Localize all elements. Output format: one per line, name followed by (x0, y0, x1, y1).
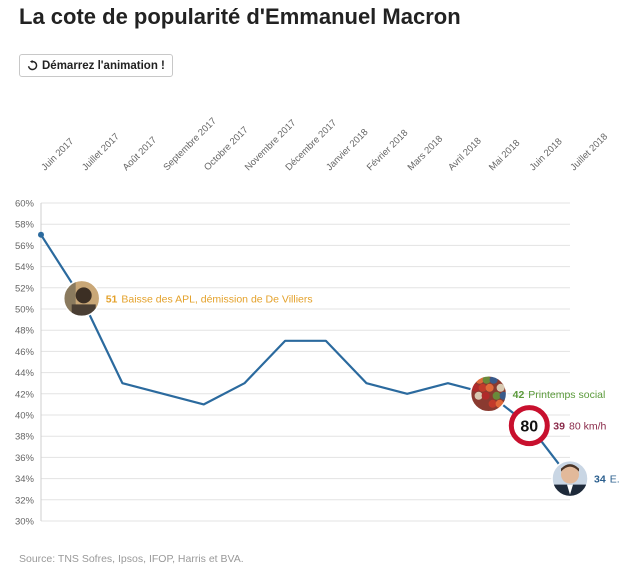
x-tick-label: Juillet 2017 (80, 131, 122, 173)
photo-shape (485, 383, 494, 392)
photo-shape (488, 399, 497, 408)
annotation-text: Baisse des APL, démission de De Villiers (121, 293, 312, 305)
annotation-marker: 51 Baisse des APL, démission de De Villie… (62, 279, 313, 318)
photo-shape (492, 391, 501, 400)
photo-shape (496, 383, 505, 392)
crowd-photo-icon (470, 375, 507, 412)
x-tick-label: Juillet 2018 (568, 131, 610, 173)
page-title: La cote de popularité d'Emmanuel Macron (19, 4, 461, 29)
annotation-text: Printemps social (528, 389, 605, 401)
x-tick-label: Mars 2018 (406, 134, 446, 174)
y-tick-label: 44% (15, 368, 35, 379)
photo-shape (481, 391, 490, 400)
start-animation-label: Démarrez l'animation ! (42, 59, 165, 72)
photo-shape (567, 484, 573, 495)
x-tick-label: Mai 2018 (487, 138, 522, 173)
photo-shape (495, 399, 504, 408)
annotation-value: 42 (513, 389, 525, 401)
photo-border (62, 279, 101, 318)
x-tick-label: Février 2018 (365, 128, 410, 173)
y-tick-label: 58% (15, 220, 35, 231)
y-tick-label: 32% (15, 495, 35, 506)
y-tick-label: 30% (15, 517, 35, 528)
photo-shape (474, 391, 483, 400)
annotation-label: 42 Printemps social (513, 389, 606, 401)
y-tick-label: 50% (15, 305, 35, 316)
y-tick-label: 48% (15, 326, 35, 337)
annotation-label: 39 80 km/h (553, 421, 606, 433)
photo-shape (482, 375, 491, 384)
y-tick-label: 56% (15, 241, 35, 252)
y-tick-label: 42% (15, 389, 35, 400)
annotation-label: 34 E. Macron (594, 474, 619, 486)
speed-limit-sign-icon (508, 405, 550, 447)
speed-limit-sign-text: 80 (520, 419, 538, 436)
y-tick-label: 40% (15, 411, 35, 422)
series-line (40, 234, 571, 480)
annotation-marker: 80 39 80 km/h (508, 405, 607, 447)
y-tick-label: 52% (15, 283, 35, 294)
x-tick-label: Juin 2017 (39, 136, 76, 173)
x-tick-label: Août 2017 (121, 135, 159, 173)
annotation-value: 39 (553, 421, 565, 433)
photo-shape (561, 465, 579, 484)
x-tick-label: Avril 2018 (446, 136, 484, 174)
y-tick-label: 38% (15, 432, 35, 443)
photo-border (551, 459, 589, 498)
annotation-text: 80 km/h (569, 421, 607, 433)
photo-border (469, 375, 508, 413)
y-tick-label: 46% (15, 347, 35, 358)
portrait-photo-icon (63, 280, 100, 317)
data-point (38, 231, 44, 238)
photo-shape (561, 464, 579, 472)
annotation-text: E. Macron (610, 474, 619, 486)
start-animation-button[interactable]: Démarrez l'animation ! (19, 54, 173, 77)
y-tick-label: 34% (15, 474, 35, 485)
annotation-marker: 42 Printemps social (469, 375, 606, 413)
y-tick-label: 54% (15, 262, 35, 273)
replay-icon (27, 60, 38, 71)
source-note: Source: TNS Sofres, Ipsos, IFOP, Harris … (19, 553, 244, 565)
annotation-marker: 34 E. Macron (551, 459, 619, 498)
photo-shape (471, 383, 480, 392)
photo-shape (71, 304, 96, 317)
macron-portrait-icon (552, 460, 588, 497)
annotation-label: 51 Baisse des APL, démission de De Villie… (106, 293, 313, 305)
y-tick-label: 36% (15, 453, 35, 464)
annotation-value: 34 (594, 474, 606, 486)
y-tick-label: 60% (15, 199, 35, 210)
x-tick-label: Juin 2018 (528, 136, 565, 173)
annotation-value: 51 (106, 293, 118, 305)
photo-shape (75, 287, 92, 304)
photo-shape (478, 383, 487, 392)
x-tick-label: Janvier 2018 (324, 127, 370, 173)
